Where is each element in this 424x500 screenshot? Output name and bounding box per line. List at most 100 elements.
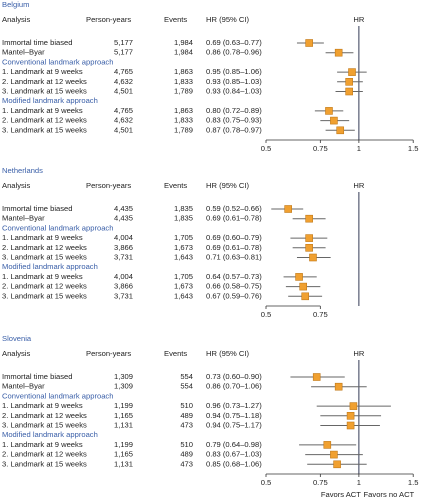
person-years: 3,731 <box>114 291 133 300</box>
hr-marker <box>323 441 332 449</box>
events: 1,643 <box>174 291 193 300</box>
hr-marker <box>330 450 338 459</box>
person-years: 1,199 <box>114 440 133 449</box>
events: 1,833 <box>174 77 193 86</box>
row-label: 2. Landmark at 12 weeks <box>2 282 87 291</box>
hr-ci: 0.86 (0.70–1.06) <box>206 382 262 391</box>
events: 1,705 <box>174 233 193 242</box>
person-years: 4,004 <box>114 233 133 242</box>
hr-ci: 0.80 (0.72–0.89) <box>206 106 262 115</box>
column-header: Person-years <box>86 15 131 24</box>
hr-marker <box>330 116 338 125</box>
events: 1,984 <box>174 38 193 47</box>
column-header: Analysis <box>2 181 30 190</box>
x-tick-label: 0.75 <box>313 144 328 153</box>
row-label: 3. Landmark at 15 weeks <box>2 291 87 300</box>
x-tick-label: 0.75 <box>313 310 328 319</box>
hr-ci: 0.66 (0.58–0.75) <box>206 282 262 291</box>
hr-marker <box>345 78 353 86</box>
row-label: 1. Landmark at 9 weeks <box>2 272 83 281</box>
events: 489 <box>180 450 193 459</box>
person-years: 4,632 <box>114 116 133 125</box>
hr-marker <box>295 273 303 281</box>
row-label: 3. Landmark at 15 weeks <box>2 253 87 262</box>
hr-marker <box>345 87 353 96</box>
hr-ci: 0.71 (0.63–0.81) <box>206 253 262 262</box>
person-years: 1,309 <box>114 382 133 391</box>
hr-marker <box>346 421 355 430</box>
column-header: HR <box>353 349 364 358</box>
section-heading: Modified landmark approach <box>2 262 98 271</box>
column-header: Events <box>164 15 187 24</box>
x-tick-label: 0.5 <box>261 478 272 487</box>
row-label: 3. Landmark at 15 weeks <box>2 125 87 134</box>
hr-marker <box>305 244 313 252</box>
column-header: HR (95% CI) <box>206 15 250 24</box>
events: 1,833 <box>174 116 193 125</box>
row-label: 2. Landmark at 12 weeks <box>2 450 87 459</box>
hr-ci: 0.95 (0.85–1.06) <box>206 67 262 76</box>
hr-ci: 0.69 (0.61–0.78) <box>206 243 262 252</box>
row-label: 2. Landmark at 12 weeks <box>2 411 87 420</box>
hr-ci: 0.86 (0.78–0.96) <box>206 48 262 57</box>
person-years: 3,731 <box>114 253 133 262</box>
hr-marker <box>284 205 292 213</box>
events: 1,643 <box>174 253 193 262</box>
events: 1,835 <box>174 204 193 213</box>
hr-marker <box>346 411 355 420</box>
person-years: 1,165 <box>114 411 133 420</box>
section-heading: Conventional landmark approach <box>2 391 113 400</box>
panel-title: Netherlands <box>2 166 43 175</box>
column-header: HR (95% CI) <box>206 349 250 358</box>
row-label: 1. Landmark at 9 weeks <box>2 67 83 76</box>
row-label: Mantel–Byar <box>2 48 45 57</box>
hr-marker <box>333 460 341 469</box>
events: 554 <box>180 372 193 381</box>
row-label: 2. Landmark at 12 weeks <box>2 116 87 125</box>
row-label: 3. Landmark at 15 weeks <box>2 421 87 430</box>
column-header: HR (95% CI) <box>206 181 250 190</box>
annotation: Favors no ACT <box>364 490 415 499</box>
hr-ci: 0.94 (0.75–1.18) <box>206 411 262 420</box>
row-label: Mantel–Byar <box>2 214 45 223</box>
x-tick-label: 1 <box>357 478 361 487</box>
row-label: 3. Landmark at 15 weeks <box>2 459 87 468</box>
row-label: 2. Landmark at 12 weeks <box>2 243 87 252</box>
events: 1,835 <box>174 214 193 223</box>
column-header: Person-years <box>86 181 131 190</box>
events: 510 <box>180 401 193 410</box>
hr-ci: 0.87 (0.78–0.97) <box>206 125 262 134</box>
hr-ci: 0.83 (0.67–1.03) <box>206 450 262 459</box>
events: 554 <box>180 382 193 391</box>
hr-ci: 0.69 (0.61–0.78) <box>206 214 262 223</box>
hr-ci: 0.93 (0.84–1.03) <box>206 87 262 96</box>
x-tick-label: 0.75 <box>313 478 328 487</box>
person-years: 1,309 <box>114 372 133 381</box>
hr-marker <box>348 68 356 76</box>
column-header: HR <box>353 181 364 190</box>
hr-marker <box>301 292 310 301</box>
person-years: 1,165 <box>114 450 133 459</box>
events: 473 <box>180 459 193 468</box>
person-years: 3,866 <box>114 282 133 291</box>
person-years: 4,765 <box>114 106 133 115</box>
events: 510 <box>180 440 193 449</box>
row-label: 3. Landmark at 15 weeks <box>2 87 87 96</box>
x-tick-label: 0.5 <box>261 310 272 319</box>
person-years: 4,435 <box>114 204 133 213</box>
person-years: 4,004 <box>114 272 133 281</box>
hr-marker <box>325 107 333 115</box>
events: 1,705 <box>174 272 193 281</box>
hr-ci: 0.94 (0.75–1.17) <box>206 421 262 430</box>
hr-marker <box>309 253 317 262</box>
person-years: 4,632 <box>114 77 133 86</box>
hr-marker <box>334 382 343 391</box>
events: 1,789 <box>174 125 193 134</box>
hr-ci: 0.69 (0.63–0.77) <box>206 38 262 47</box>
column-header: Events <box>164 349 187 358</box>
section-heading: Modified landmark approach <box>2 430 98 439</box>
person-years: 4,501 <box>114 125 133 134</box>
column-header: Events <box>164 181 187 190</box>
panel-title: Slovenia <box>2 334 32 343</box>
